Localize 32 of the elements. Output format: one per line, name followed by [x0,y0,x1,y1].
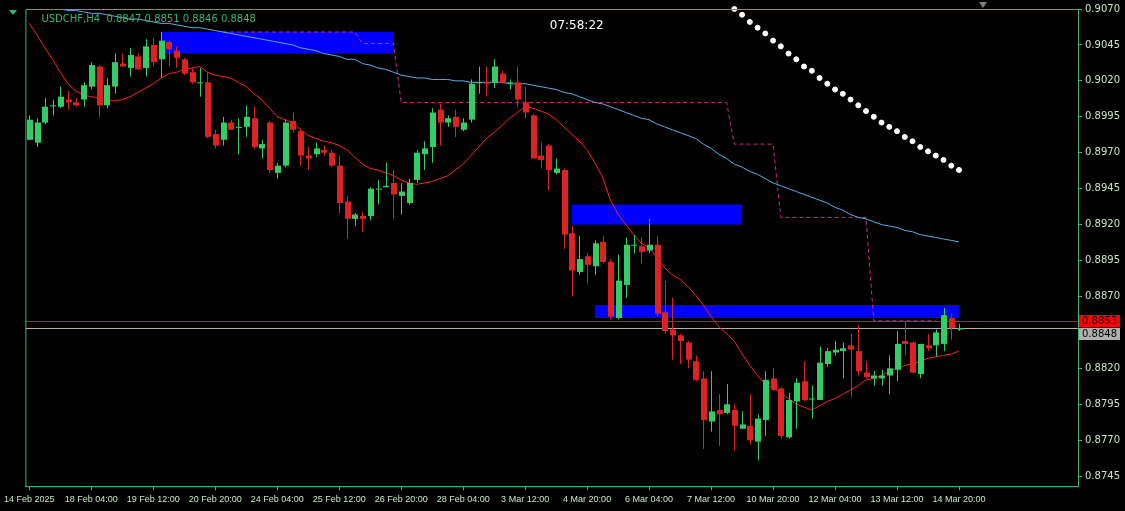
y-tick-label: 0.9045 [1085,38,1121,50]
y-tick-label: 0.8870 [1085,290,1121,302]
y-tick-label: 0.8795 [1085,397,1121,409]
y-tick-label: 0.8970 [1085,146,1121,158]
x-tick-label: 19 Feb 12:00 [126,494,180,505]
y-tick-label: 0.9020 [1085,74,1121,86]
y-tick-label: 0.8745 [1085,469,1121,481]
annotation: 07:58:22 [549,18,604,33]
x-tick-label: 28 Feb 04:00 [436,494,490,505]
x-tick-label: 3 Mar 12:00 [501,494,550,505]
x-tick-label: 4 Mar 20:00 [563,494,612,505]
y-tick-label: 0.9070 [1085,2,1121,14]
x-tick-label: 12 Mar 04:00 [808,494,862,505]
x-tick-label: 13 Mar 12:00 [870,494,924,505]
y-tick-label: 0.8995 [1085,110,1121,122]
y-tick-label: 0.8945 [1085,182,1121,194]
x-tick-label: 14 Mar 20:00 [932,494,986,505]
x-tick-label: 25 Feb 12:00 [312,494,366,505]
x-tick-label: 18 Feb 04:00 [64,494,118,505]
y-tick-label: 0.8770 [1085,433,1121,445]
ref-line-label: 0.8853 [1082,315,1118,326]
x-tick-label: 24 Feb 04:00 [250,494,304,505]
y-tick-label: 0.8920 [1085,218,1121,230]
y-tick-label: 0.8895 [1085,254,1121,266]
x-tick-label: 20 Feb 20:00 [188,494,242,505]
y-tick-label: 0.8820 [1085,361,1121,373]
x-tick-label: 6 Mar 04:00 [625,494,674,505]
x-tick-label: 10 Mar 20:00 [746,494,800,505]
ref-line-label: 0.8848 [1082,328,1118,339]
x-tick-label: 7 Mar 12:00 [687,494,736,505]
x-tick-label: 14 Feb 2025 [4,494,55,505]
x-tick-label: 26 Feb 20:00 [374,494,428,505]
